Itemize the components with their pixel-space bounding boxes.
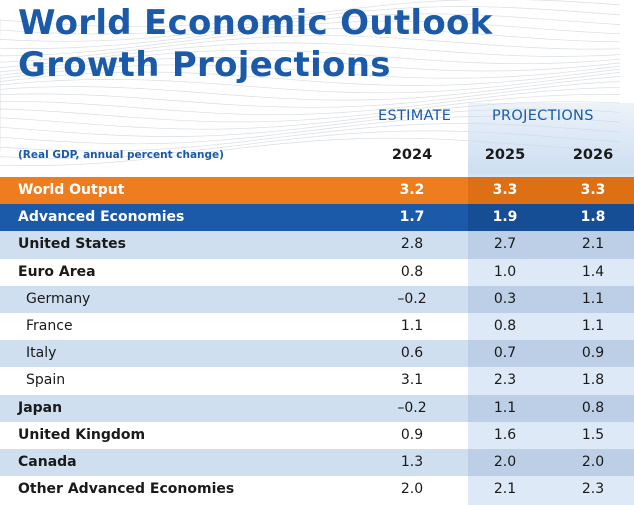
- table-row: United Kingdom 0.9 1.6 1.5: [0, 421, 634, 449]
- row-label: France: [26, 317, 73, 334]
- wave-line: [0, 76, 621, 106]
- wave-line: [0, 72, 621, 100]
- projection-cell-background: [468, 312, 634, 341]
- wave-line: [0, 68, 621, 93]
- projection-cell-background: [468, 421, 634, 449]
- wave-line: [0, 13, 621, 42]
- value-cell-2025: 2.1: [493, 481, 517, 498]
- value-cell-2025: 1.1: [493, 399, 517, 416]
- projection-cell-background: [468, 367, 634, 395]
- value-cell-2026: 2.1: [581, 236, 605, 253]
- value-cell-2024: 0.6: [400, 345, 424, 362]
- value-cell-2026: 1.8: [580, 209, 606, 226]
- wave-line: [0, 28, 621, 57]
- value-cell-2025: 0.8: [493, 317, 517, 334]
- wave-line: [0, 80, 621, 113]
- table-row: France 1.1 0.8 1.1: [0, 312, 634, 341]
- table-row: Germany –0.2 0.3 1.1: [0, 285, 634, 313]
- row-label: Euro Area: [18, 263, 96, 280]
- table-row: World Output 3.2 3.3 3.3: [0, 177, 634, 205]
- value-cell-2025: 2.3: [493, 372, 517, 389]
- table-row: Advanced Economies 1.7 1.9 1.8: [0, 204, 634, 232]
- value-cell-2025: 3.3: [492, 182, 518, 198]
- projections-label: PROJECTIONS: [492, 108, 594, 124]
- estimate-label: ESTIMATE: [378, 108, 452, 124]
- projection-cell-background: [468, 340, 634, 368]
- table-body: World Output 3.2 3.3 3.3 Advanced Economies 1…: [0, 177, 634, 504]
- wave-line: [0, 64, 621, 87]
- year-header-2026: 2026: [572, 147, 614, 163]
- projection-cell-background: [468, 285, 634, 313]
- title-line-2: Growth Projections: [18, 45, 391, 85]
- row-label: Italy: [26, 345, 57, 362]
- value-cell-2026: 0.8: [581, 399, 605, 416]
- value-cell-2026: 1.1: [581, 290, 605, 307]
- year-header-2024: 2024: [391, 147, 433, 163]
- value-cell-2025: 0.3: [493, 290, 517, 307]
- title-line-1: World Economic Outlook: [18, 3, 493, 43]
- value-cell-2026: 3.3: [580, 182, 606, 198]
- value-cell-2026: 1.5: [581, 426, 605, 443]
- value-cell-2025: 1.6: [493, 426, 517, 443]
- projection-cell-background: [468, 177, 634, 205]
- projection-cell-background: [468, 476, 634, 504]
- table-row: Canada 1.3 2.0 2.0: [0, 448, 634, 477]
- wave-line: [0, 86, 621, 119]
- value-cell-2024: 1.1: [400, 317, 424, 334]
- projection-cell-background: [468, 204, 634, 232]
- value-cell-2024: 2.0: [400, 481, 424, 498]
- value-cell-2024: –0.2: [397, 290, 427, 307]
- value-cell-2024: –0.2: [397, 399, 427, 416]
- row-label: World Output: [18, 182, 125, 198]
- wave-line: [0, 6, 621, 35]
- value-cell-2025: 2.7: [493, 236, 517, 253]
- unit-note: (Real GDP, annual percent change): [18, 149, 224, 161]
- row-label: Spain: [26, 372, 66, 389]
- value-cell-2024: 2.8: [400, 236, 424, 253]
- value-cell-2026: 1.4: [581, 263, 605, 280]
- value-cell-2026: 2.0: [581, 453, 605, 470]
- wave-line: [0, 57, 621, 80]
- wave-line: [0, 0, 621, 28]
- page-title: World Economic Outlook Growth Projection…: [18, 2, 493, 86]
- table-row: Japan –0.2 1.1 0.8: [0, 394, 634, 422]
- row-label: Germany: [26, 290, 91, 307]
- year-header-2025: 2025: [484, 147, 526, 163]
- value-cell-2026: 2.3: [581, 481, 605, 498]
- value-cell-2024: 3.1: [400, 372, 424, 389]
- value-cell-2025: 1.0: [493, 263, 517, 280]
- row-label: Canada: [18, 453, 77, 470]
- row-label: Japan: [18, 399, 63, 416]
- row-label: Advanced Economies: [18, 209, 185, 226]
- value-cell-2024: 1.3: [400, 453, 424, 470]
- value-cell-2026: 0.9: [581, 345, 605, 362]
- value-cell-2025: 0.7: [493, 345, 517, 362]
- wave-line: [0, 35, 621, 63]
- table-row: Other Advanced Economies 2.0 2.1 2.3: [0, 476, 634, 504]
- value-cell-2025: 1.9: [492, 209, 518, 226]
- wave-line: [0, 42, 621, 68]
- projection-cell-background: [468, 231, 634, 259]
- value-cell-2026: 1.8: [581, 372, 605, 389]
- table-row: United States 2.8 2.7 2.1: [0, 231, 634, 259]
- table-row: Euro Area 0.8 1.0 1.4: [0, 258, 634, 286]
- value-cell-2025: 2.0: [493, 453, 517, 470]
- table-row: Italy 0.6 0.7 0.9: [0, 340, 634, 368]
- row-label: Other Advanced Economies: [18, 481, 235, 498]
- projection-cell-background: [468, 448, 634, 477]
- wave-line: [0, 20, 621, 49]
- value-cell-2024: 0.8: [400, 263, 424, 280]
- table-row: Spain 3.1 2.3 1.8: [0, 367, 634, 395]
- value-cell-2024: 1.7: [399, 209, 425, 226]
- value-cell-2024: 3.2: [399, 182, 425, 198]
- row-label: United Kingdom: [18, 426, 146, 443]
- wave-line: [0, 49, 621, 74]
- projection-cell-background: [468, 258, 634, 286]
- value-cell-2024: 0.9: [400, 426, 424, 443]
- value-cell-2026: 1.1: [581, 317, 605, 334]
- wave-line: [0, 94, 621, 126]
- projection-cell-background: [468, 394, 634, 422]
- row-label: United States: [18, 236, 126, 253]
